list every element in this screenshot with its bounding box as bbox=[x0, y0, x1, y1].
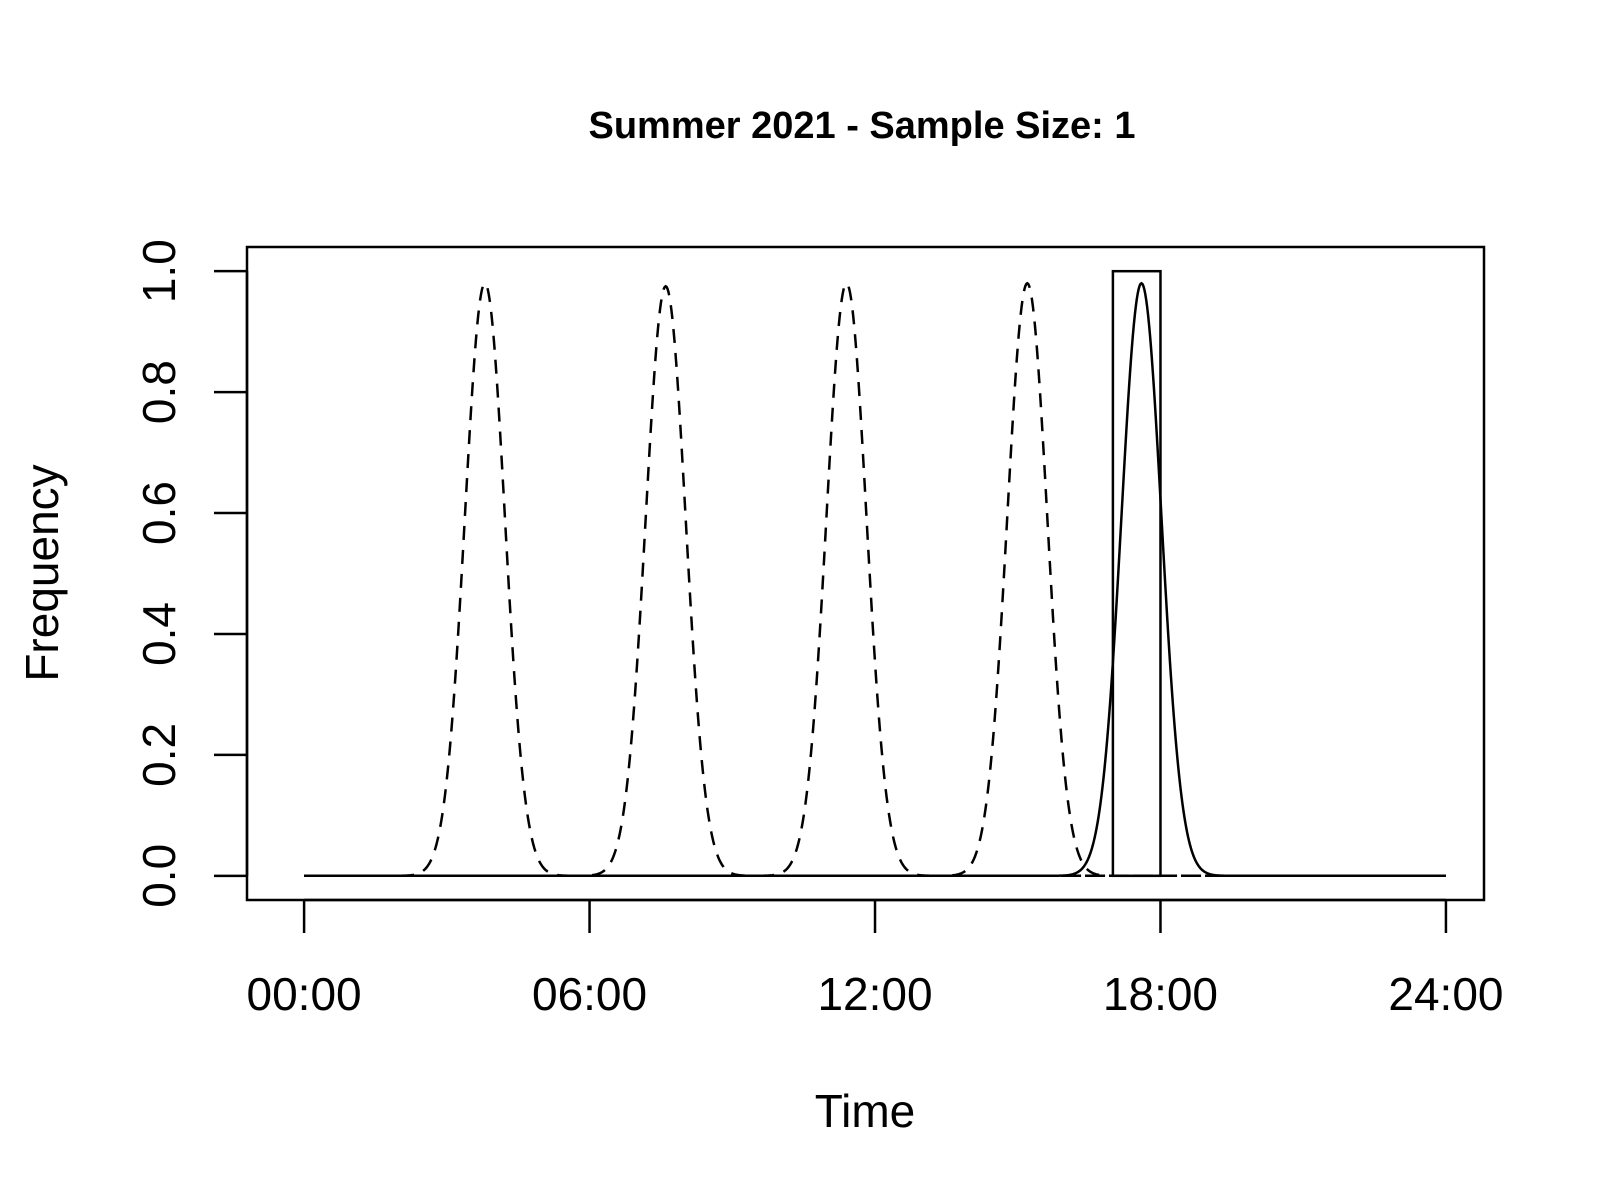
y-tick-label: 0.4 bbox=[133, 602, 185, 666]
x-tick-label: 00:00 bbox=[247, 968, 362, 1020]
x-axis: 00:00 06:00 12:00 18:00 24:00 bbox=[247, 898, 1504, 1020]
dashed-density-curve bbox=[304, 281, 1446, 878]
x-tick-label: 24:00 bbox=[1388, 968, 1503, 1020]
y-tick-label: 0.0 bbox=[133, 844, 185, 908]
density-curves bbox=[304, 281, 1446, 878]
plot-frame bbox=[245, 245, 1486, 902]
dashed-density-curve bbox=[304, 281, 1446, 878]
x-tick-label: 06:00 bbox=[532, 968, 647, 1020]
y-tick-label: 0.8 bbox=[133, 360, 185, 424]
y-tick-label: 0.2 bbox=[133, 723, 185, 787]
y-axis-label: Frequency bbox=[16, 464, 68, 681]
y-tick-label: 1.0 bbox=[133, 239, 185, 303]
x-tick-label: 12:00 bbox=[817, 968, 932, 1020]
chart-title: Summer 2021 - Sample Size: 1 bbox=[588, 105, 1135, 147]
y-axis: 0.0 0.2 0.4 0.6 0.8 1.0 bbox=[133, 239, 249, 908]
dashed-density-curve bbox=[304, 281, 1446, 878]
solid-density-curve bbox=[304, 281, 1446, 878]
dashed-density-curve bbox=[304, 284, 1446, 878]
x-tick-label: 18:00 bbox=[1103, 968, 1218, 1020]
y-tick-label: 0.6 bbox=[133, 481, 185, 545]
x-axis-label: Time bbox=[815, 1085, 916, 1137]
